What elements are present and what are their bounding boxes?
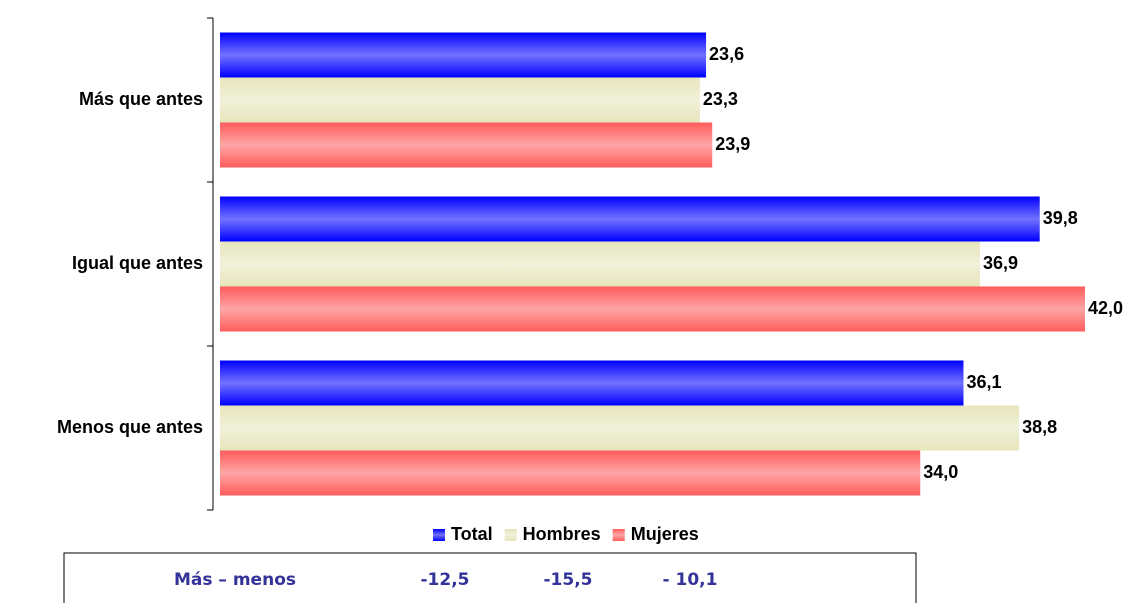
value-label: 42,0 bbox=[1088, 298, 1123, 318]
value-label: 23,3 bbox=[703, 89, 738, 109]
legend-label: Hombres bbox=[523, 524, 601, 544]
summary-value: -15,5 bbox=[544, 570, 593, 590]
value-label: 36,1 bbox=[966, 372, 1001, 392]
value-label: 34,0 bbox=[923, 462, 958, 482]
legend-swatch-shine bbox=[612, 529, 625, 541]
summary-box bbox=[63, 552, 917, 603]
legend-label: Mujeres bbox=[631, 524, 699, 544]
value-label: 38,8 bbox=[1022, 417, 1057, 437]
category-label: Más que antes bbox=[79, 89, 203, 109]
summary-value: -12,5 bbox=[421, 570, 470, 590]
bar-shine bbox=[220, 241, 980, 287]
category-label: Menos que antes bbox=[57, 417, 203, 437]
bar-shine bbox=[220, 32, 707, 78]
value-label: 23,9 bbox=[715, 134, 750, 154]
summary-label: Más – menos bbox=[174, 570, 296, 590]
category-label: Igual que antes bbox=[72, 253, 203, 273]
value-label: 39,8 bbox=[1043, 208, 1078, 228]
summary-value: - 10,1 bbox=[663, 570, 718, 590]
bar-shine bbox=[220, 77, 700, 123]
legend-swatch-shine bbox=[504, 529, 517, 541]
value-label: 23,6 bbox=[709, 44, 744, 64]
bar-shine bbox=[220, 450, 921, 496]
bar-shine bbox=[220, 286, 1085, 332]
bar-shine bbox=[220, 360, 964, 406]
legend-label: Total bbox=[451, 524, 493, 544]
value-label: 36,9 bbox=[983, 253, 1018, 273]
bar-shine bbox=[220, 405, 1020, 451]
legend-swatch-shine bbox=[433, 529, 445, 541]
bar-shine bbox=[220, 122, 713, 168]
bar-shine bbox=[220, 196, 1040, 242]
